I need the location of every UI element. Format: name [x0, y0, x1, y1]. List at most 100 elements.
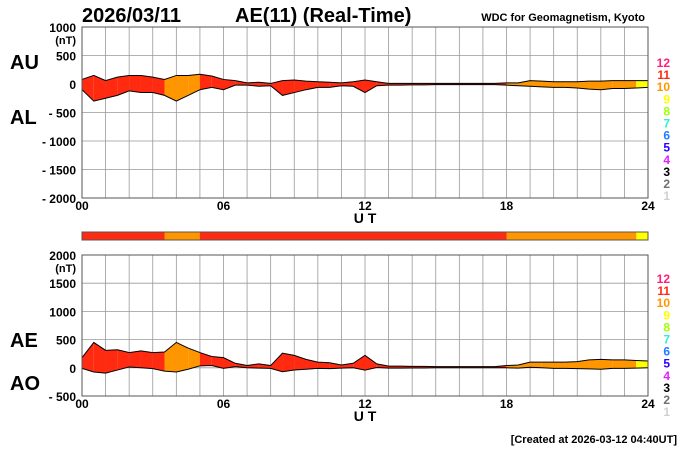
data-area-segment: [518, 80, 531, 87]
data-area-segment: [624, 80, 637, 89]
plot-frame: [81, 254, 649, 397]
data-area-segment: [294, 80, 307, 93]
activity-bar-segment: [282, 232, 295, 240]
activity-bar-segment: [565, 232, 578, 240]
activity-bar-segment: [365, 232, 378, 240]
activity-bar-segment: [435, 232, 449, 240]
data-area-segment: [518, 362, 531, 369]
x-tick-label: 24: [641, 397, 655, 411]
activity-bar-segment: [258, 232, 272, 240]
data-area-segment: [577, 359, 590, 369]
activity-bar-segment: [317, 232, 331, 240]
activity-bar-segment: [140, 232, 154, 240]
data-area-segment: [600, 80, 613, 90]
data-area-segment: [353, 355, 365, 371]
data-area-segment: [294, 355, 307, 371]
activity-bar-segment: [105, 232, 118, 240]
x-tick-label: 06: [217, 397, 231, 411]
upper-series-line: [81, 73, 648, 84]
legend-level-5: 5: [663, 357, 670, 371]
data-area-segment: [117, 349, 130, 371]
series-label-upper: AU: [10, 52, 39, 74]
data-area-segment: [530, 80, 542, 87]
activity-bar-segment: [164, 232, 177, 240]
y-tick-label: 1000: [49, 305, 76, 319]
data-area-segment: [329, 362, 342, 369]
data-area-segment: [105, 349, 118, 374]
data-area-segment: [258, 363, 271, 369]
series-label-lower: AO: [10, 373, 40, 395]
data-area-segment: [565, 361, 578, 369]
legend-level-1: 1: [663, 189, 670, 203]
x-tick-label: 06: [217, 199, 231, 213]
unit-label: (nT): [55, 35, 76, 47]
activity-bar-frame: [81, 231, 649, 241]
legend-level-8: 8: [663, 320, 670, 334]
legend-level-11: 11: [657, 284, 670, 298]
activity-bar-segment: [247, 232, 260, 240]
data-area-segment: [541, 81, 554, 88]
activity-bar-segment: [447, 232, 460, 240]
activity-bar-segment: [82, 232, 95, 240]
data-area-segment: [117, 75, 130, 96]
y-tick-label: 1000: [49, 21, 76, 35]
data-area-segment: [553, 81, 566, 88]
legend-level-6: 6: [663, 345, 670, 359]
x-tick-label: 12: [358, 199, 372, 213]
activity-bar-segment: [541, 232, 555, 240]
data-area-segment: [223, 357, 236, 369]
data-area-segment: [152, 77, 165, 96]
data-area-segment: [129, 75, 141, 93]
activity-bar-segment: [188, 232, 201, 240]
activity-bar-segment: [93, 232, 107, 240]
index-title: AE(11) (Real-Time): [235, 5, 411, 27]
activity-bar-segment: [482, 232, 496, 240]
activity-bar-segment: [423, 232, 437, 240]
activity-bar-segment: [506, 232, 519, 240]
legend-level-8: 8: [663, 104, 670, 118]
x-tick-label: 12: [358, 397, 372, 411]
activity-bar-segment: [329, 232, 342, 240]
data-area-segment: [553, 362, 566, 369]
data-area-segment: [341, 363, 354, 369]
legend-level-7: 7: [663, 333, 670, 347]
data-area-segment: [270, 80, 283, 96]
data-area-segment: [589, 81, 601, 90]
x-axis-label: U T: [354, 408, 377, 424]
legend-level-4: 4: [663, 369, 670, 383]
activity-bar-segment: [306, 232, 319, 240]
activity-bar-segment: [530, 232, 543, 240]
x-tick-label: 00: [75, 199, 89, 213]
data-area-segment: [223, 79, 236, 90]
y-tick-label: - 500: [49, 107, 77, 121]
y-tick-label: 2000: [49, 249, 76, 263]
data-area-segment: [365, 355, 377, 371]
x-axis-label: U T: [354, 210, 377, 226]
activity-bar-segment: [129, 232, 142, 240]
legend-level-2: 2: [663, 177, 670, 191]
activity-bar-segment: [341, 232, 354, 240]
data-area-segment: [140, 350, 153, 369]
data-area-segment: [188, 348, 200, 370]
data-area-segment: [82, 75, 94, 102]
lower-series-line: [81, 84, 649, 102]
x-tick-label: 24: [641, 199, 655, 213]
legend-level-1: 1: [663, 405, 670, 419]
activity-bar-segment: [553, 232, 566, 240]
unit-label: (nT): [55, 263, 76, 275]
activity-bar-segment: [494, 232, 507, 240]
activity-bar-segment: [459, 232, 472, 240]
activity-bar-segment: [471, 232, 484, 240]
legend-level-10: 10: [657, 80, 671, 94]
data-area-segment: [353, 80, 365, 93]
legend-level-9: 9: [663, 92, 670, 106]
lower-series-line: [81, 365, 649, 374]
activity-bar-segment: [353, 232, 366, 240]
activity-bar-segment: [589, 232, 602, 240]
data-area-segment: [199, 74, 212, 90]
data-area-segment: [176, 342, 189, 373]
activity-bar-segment: [376, 232, 390, 240]
y-tick-label: 0: [69, 78, 76, 92]
y-tick-label: - 1000: [42, 135, 76, 149]
data-area-segment: [140, 75, 153, 93]
